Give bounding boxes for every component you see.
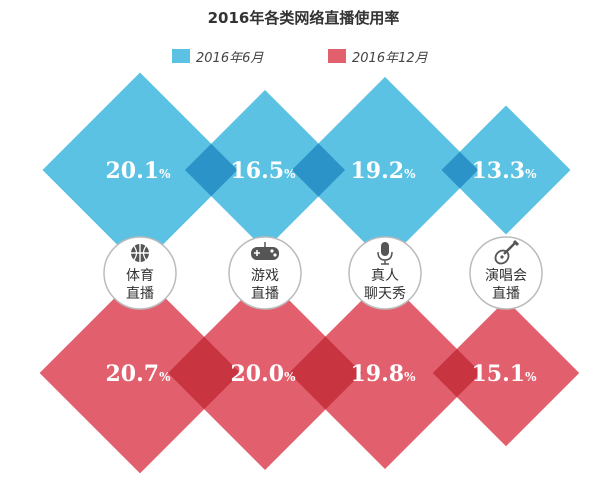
- diamond-jun-0: [42, 72, 238, 268]
- diamond-dec-2: [288, 276, 482, 470]
- category-label-3-line1: 演唱会: [485, 268, 527, 284]
- category-label-2-line1: 真人: [371, 268, 399, 284]
- legend-item-june: 2016年6月: [172, 46, 263, 66]
- category-label-2-line2: 聊天秀: [364, 286, 406, 302]
- legend-label-june: 2016年6月: [196, 50, 264, 66]
- data-label-jun-1: 16.5%: [231, 158, 297, 184]
- diamond-jun-1: [184, 89, 346, 251]
- legend-item-december: 2016年12月: [328, 46, 428, 66]
- diamond-dec-1: [168, 276, 362, 470]
- overlap-jun-1: [291, 143, 346, 197]
- category-label-1-line2: 直播: [251, 285, 279, 302]
- overlap-dec-2: [432, 348, 482, 398]
- overlap-jun-0: [184, 143, 238, 197]
- category-label-3-line2: 直播: [492, 285, 520, 302]
- overlap-jun-2: [441, 151, 479, 189]
- legend-label-december: 2016年12月: [352, 50, 428, 66]
- category-label-0-line1: 体育: [126, 268, 154, 284]
- diamond-dec-0: [39, 272, 241, 474]
- basketball-icon: [131, 244, 149, 262]
- data-label-jun-3: 13.3%: [472, 158, 538, 184]
- category-label-0-line2: 直播: [126, 285, 154, 302]
- category-label-1-line1: 游戏: [251, 268, 279, 284]
- data-label-jun-2: 19.2%: [351, 158, 417, 184]
- overlap-dec-1: [288, 336, 362, 410]
- data-label-dec-0: 20.7%: [106, 361, 172, 387]
- gamepad-icon: [251, 242, 279, 260]
- data-label-dec-2: 19.8%: [351, 361, 417, 387]
- data-label-dec-3: 15.1%: [472, 361, 538, 387]
- microphone-icon: [377, 242, 393, 265]
- legend-swatch-december: [328, 49, 346, 63]
- data-label-jun-0: 20.1%: [106, 158, 172, 184]
- chart-title: 2016年各类网络直播使用率: [207, 9, 400, 27]
- diamond-jun-3: [441, 105, 571, 235]
- legend-swatch-june: [172, 49, 190, 63]
- data-label-dec-1: 20.0%: [231, 361, 297, 387]
- overlap-dec-0: [168, 336, 241, 410]
- guitar-icon: [494, 239, 520, 265]
- diamond-jun-2: [291, 76, 479, 264]
- diamond-dec-3: [432, 299, 580, 447]
